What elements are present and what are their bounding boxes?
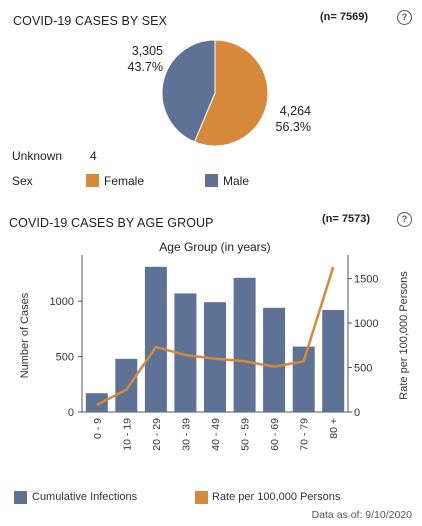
x-tick-80-: 80 + — [328, 418, 340, 439]
pie-label-female-value: 4,264 — [279, 104, 311, 118]
female-swatch[interactable] — [86, 174, 99, 187]
pie-label-female: 4,264 56.3% — [276, 103, 311, 135]
legend-cumulative-label: Cumulative Infections — [32, 491, 138, 503]
y2-axis-title: Rate per 100,000 Persons — [398, 271, 410, 400]
bar-20-29 — [144, 266, 167, 412]
right-tick-0: 0 — [354, 407, 360, 419]
legend-rate-label: Rate per 100,000 Persons — [212, 491, 341, 503]
x-tick-0-9: 0 - 9 — [92, 418, 104, 439]
legend-male-label: Male — [223, 174, 250, 188]
age-section-title: COVID-19 CASES BY AGE GROUP — [9, 216, 214, 230]
sex-legend-title: Sex — [12, 174, 33, 188]
left-tick-500: 500 — [56, 352, 74, 364]
x-tick-70-79: 70 - 79 — [299, 418, 311, 451]
data-as-of: Data as of: 9/10/2020 — [311, 509, 412, 521]
rate-line — [96, 266, 335, 407]
bar-50-59 — [233, 277, 256, 412]
unknown-value: 4 — [90, 149, 97, 163]
right-tick-500: 500 — [354, 363, 372, 375]
age-count: (n= 7573) — [322, 213, 370, 225]
x-tick-50-59: 50 - 59 — [240, 418, 252, 451]
x-tick-20-29: 20 - 29 — [151, 418, 163, 451]
legend-cumulative-swatch[interactable] — [14, 491, 27, 504]
pie-label-male-value: 3,305 — [131, 44, 163, 58]
bar-70-79 — [292, 346, 315, 412]
pie-slice-female[interactable] — [193, 39, 269, 147]
bar-40-49 — [204, 302, 226, 412]
legend-rate-swatch[interactable] — [195, 491, 208, 504]
pie-slice-male[interactable] — [161, 39, 216, 143]
age-combo-chart: Age Group (in years) 0 500 1000 0 500 1000 1500… — [19, 240, 410, 451]
bar-30-39 — [174, 293, 197, 412]
sex-help-icon[interactable]: ? — [397, 10, 412, 25]
legend-female-label: Female — [104, 174, 145, 188]
age-chart-title: Age Group (in years) — [159, 240, 270, 254]
male-swatch[interactable] — [205, 174, 218, 187]
unknown-label: Unknown — [12, 149, 63, 163]
x-tick-40-49: 40 - 49 — [210, 418, 222, 451]
right-tick-1500: 1500 — [354, 274, 378, 286]
bar-60-69 — [263, 307, 286, 412]
pie-label-male: 3,305 43.7% — [128, 43, 163, 75]
pie-label-male-pct: 43.7% — [127, 60, 163, 74]
bar-80- — [322, 310, 345, 412]
x-tick-10-19: 10 - 19 — [121, 418, 133, 451]
right-tick-1000: 1000 — [354, 318, 378, 330]
y-axis-title: Number of Cases — [19, 292, 31, 378]
pie-label-female-pct: 56.3% — [275, 120, 311, 134]
x-tick-60-69: 60 - 69 — [269, 418, 281, 451]
bar-10-19 — [115, 358, 138, 412]
sex-section-title: COVID-19 CASES BY SEX — [13, 14, 168, 28]
bar-0-9 — [85, 393, 108, 412]
age-help-icon[interactable]: ? — [397, 212, 412, 227]
left-tick-0: 0 — [68, 407, 74, 419]
sex-pie-chart — [161, 39, 269, 147]
x-tick-30-39: 30 - 39 — [180, 418, 192, 451]
sex-count: (n= 7569) — [320, 11, 368, 23]
left-tick-1000: 1000 — [50, 296, 74, 308]
